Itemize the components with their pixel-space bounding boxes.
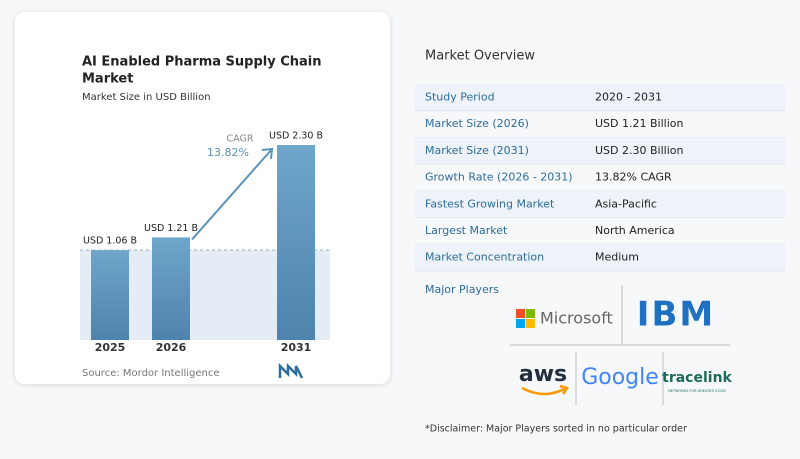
- row-key: Market Concentration: [425, 251, 544, 264]
- disclaimer: *Disclaimer: Major Players sorted in no …: [425, 424, 687, 435]
- logo-grid: [510, 285, 730, 405]
- bar: [91, 250, 129, 340]
- row-key: Market Size (2026): [425, 117, 529, 130]
- x-tick-label: 2031: [281, 341, 312, 354]
- logo-google: Google: [581, 365, 659, 390]
- players-title: Major Players: [425, 283, 499, 296]
- row-background: [415, 84, 785, 111]
- microsoft-squares: [516, 309, 535, 328]
- value-label: USD 1.06 B: [83, 236, 137, 247]
- chart-subtitle: Market Size in USD Billion: [82, 92, 211, 103]
- row-value: 13.82% CAGR: [595, 171, 672, 184]
- cagr-label: CAGR: [227, 134, 254, 145]
- overview-table: Study Period 2020 - 2031 Market Size (2026…: [415, 84, 785, 272]
- chart-title-1: AI Enabled Pharma Supply Chain: [82, 55, 322, 70]
- x-tick-label: 2026: [156, 341, 187, 354]
- cagr-arrow: [191, 148, 273, 241]
- row-background: [415, 137, 785, 165]
- row-background: [415, 190, 785, 218]
- row-key: Largest Market: [425, 224, 508, 237]
- aws-smile: [521, 384, 569, 396]
- logo-microsoft: Microsoft: [540, 309, 613, 328]
- row-value: USD 1.21 Billion: [595, 117, 683, 130]
- logo-tracelink: tracelink: [662, 370, 732, 386]
- row-key: Fastest Growing Market: [425, 197, 555, 210]
- logo-ibm: IBM: [637, 295, 715, 335]
- mordor-logo: [278, 362, 304, 379]
- row-background: [415, 244, 785, 271]
- row-key: Study Period: [425, 91, 495, 104]
- row-value: 2020 - 2031: [595, 91, 662, 104]
- source: Source: Mordor Intelligence: [82, 368, 220, 379]
- bar: [152, 237, 190, 340]
- row-key: Growth Rate (2026 - 2031): [425, 171, 573, 184]
- chart-title-2: Market: [82, 72, 133, 87]
- row-value: Medium: [595, 251, 639, 264]
- cagr-value: 13.82%: [207, 146, 249, 159]
- row-value: North America: [595, 224, 675, 237]
- row-key: Market Size (2031): [425, 144, 529, 157]
- tracelink-tagline: NETWORKS FOR GREATER GOOD: [668, 389, 726, 393]
- overview-title: Market Overview: [425, 49, 535, 64]
- bar-chart: USD 1.06 B 2025 USD 1.21 B 2026 USD 2.30 B 20…: [80, 131, 330, 354]
- x-tick-label: 2025: [95, 341, 126, 354]
- value-label: USD 2.30 B: [269, 131, 323, 142]
- bar: [277, 145, 315, 340]
- value-label: USD 1.21 B: [144, 223, 198, 234]
- row-value: USD 2.30 Billion: [595, 144, 683, 157]
- cagr-arrowhead: [261, 147, 274, 160]
- row-value: Asia-Pacific: [595, 197, 657, 210]
- logo-aws: aws: [519, 362, 567, 387]
